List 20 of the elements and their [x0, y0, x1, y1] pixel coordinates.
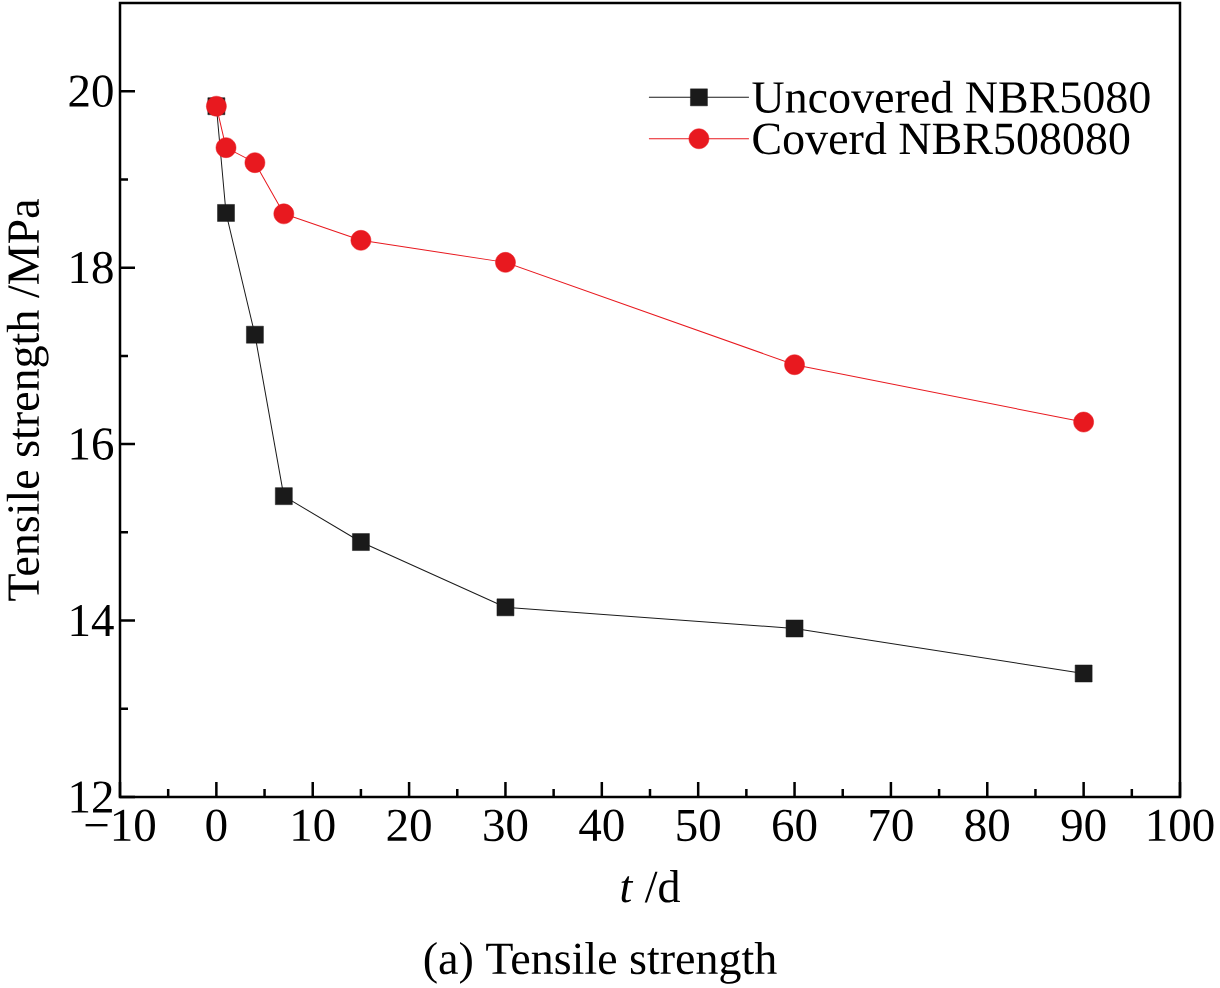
- legend-label: Uncovered NBR5080: [752, 80, 1150, 113]
- y-axis-title: Tensile strength /MPa: [6, 199, 49, 601]
- x-tick-label: 70: [870, 809, 913, 842]
- y-tick-label: 20: [69, 75, 113, 108]
- x-tick-label: 0: [206, 809, 227, 842]
- y-tick-label: 18: [71, 251, 113, 284]
- y-tick-label: 16: [71, 428, 114, 460]
- x-tick-label: 60: [773, 809, 817, 842]
- x-tick-label: 50: [677, 809, 720, 842]
- x-tick-label: 20: [387, 809, 431, 842]
- text: (a) Tensile strength: [424, 941, 777, 984]
- x-axis-title: t /d: [621, 870, 680, 903]
- legend-label: Coverd NBR508080: [753, 122, 1130, 155]
- y-tick-label: 14: [71, 605, 114, 637]
- x-tick-label: 100: [1148, 809, 1214, 842]
- x-tick-label: 40: [579, 809, 624, 842]
- x-tick-label: 10: [293, 809, 335, 842]
- x-tick-label: 80: [965, 809, 1009, 842]
- x-tick-label: 90: [1061, 809, 1106, 842]
- x-tick-label: 30: [484, 809, 528, 842]
